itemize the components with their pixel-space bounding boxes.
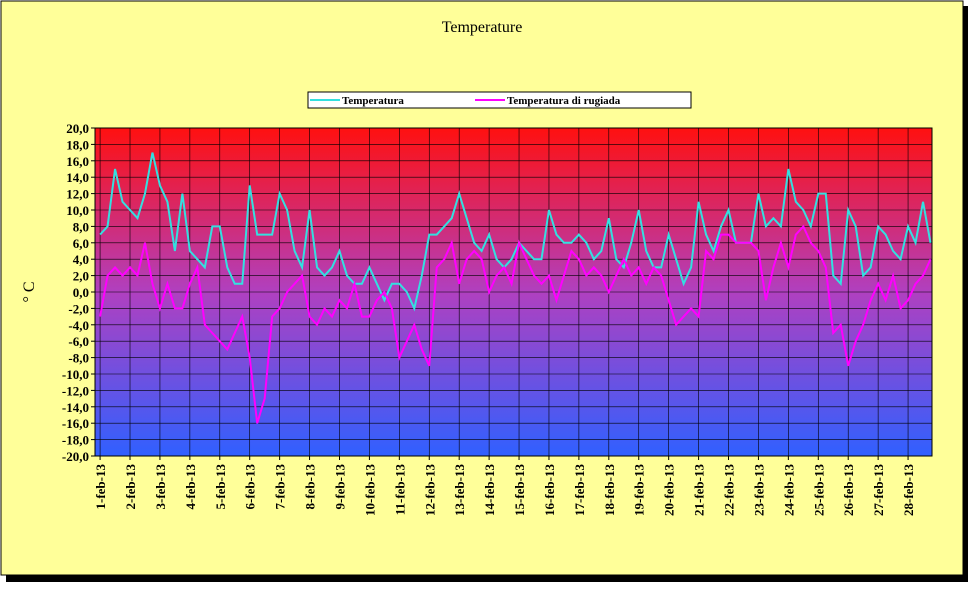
y-tick-label: -2,0 xyxy=(68,301,89,316)
x-tick-label: 11-feb-13 xyxy=(392,464,407,516)
plot-border xyxy=(94,127,933,457)
y-tick-label: -20,0 xyxy=(62,449,89,464)
x-tick-label: 28-feb-13 xyxy=(901,464,916,516)
x-tick-label: 16-feb-13 xyxy=(542,464,557,516)
x-tick-label: 17-feb-13 xyxy=(572,464,587,516)
x-tick-label: 27-feb-13 xyxy=(871,464,886,516)
y-tick-label: 12,0 xyxy=(66,187,89,202)
line xyxy=(99,152,932,312)
x-tick-label: 21-feb-13 xyxy=(692,464,707,516)
x-tick-label: 13-feb-13 xyxy=(452,464,467,516)
y-tick-label: 4,0 xyxy=(73,252,89,267)
y-tick-label: -16,0 xyxy=(62,416,89,431)
x-tick-label: 26-feb-13 xyxy=(841,464,856,516)
y-axis-label: ° C xyxy=(21,281,38,302)
x-tick-label: 1-feb-13 xyxy=(93,464,108,510)
legend-label: Temperatura xyxy=(342,95,404,107)
legend-label: Temperatura di rugiada xyxy=(507,95,621,107)
x-tick-label: 24-feb-13 xyxy=(781,464,796,516)
x-tick-label: 8-feb-13 xyxy=(303,464,318,510)
x-tick-label: 20-feb-13 xyxy=(662,464,677,516)
x-tick-label: 18-feb-13 xyxy=(602,464,617,516)
x-tick-label: 5-feb-13 xyxy=(213,464,228,510)
y-tick-label: 8,0 xyxy=(73,219,89,234)
x-tick-label: 4-feb-13 xyxy=(183,464,198,510)
y-tick-label: 10,0 xyxy=(66,203,89,218)
y-tick-label: 16,0 xyxy=(66,154,89,169)
y-tick-label: -18,0 xyxy=(62,433,89,448)
y-tick-label: 0,0 xyxy=(73,285,89,300)
y-tick-label: 20,0 xyxy=(66,121,89,136)
x-tick-label: 23-feb-13 xyxy=(751,464,766,516)
x-tick-label: 3-feb-13 xyxy=(153,464,168,510)
x-tick-label: 7-feb-13 xyxy=(273,464,288,510)
y-tick-label: -6,0 xyxy=(68,334,89,349)
x-tick-label: 6-feb-13 xyxy=(243,464,258,510)
x-tick-label: 10-feb-13 xyxy=(362,464,377,516)
x-tick-label: 15-feb-13 xyxy=(512,464,527,516)
x-tick-label: 14-feb-13 xyxy=(482,464,497,516)
x-tick-label: 9-feb-13 xyxy=(332,464,347,510)
x-tick-label: 12-feb-13 xyxy=(422,464,437,516)
y-tick-label: 18,0 xyxy=(66,137,89,152)
y-tick-label: -12,0 xyxy=(62,383,89,398)
y-tick-label: 2,0 xyxy=(73,269,89,284)
chart-title: Temperature xyxy=(442,19,523,36)
y-tick-label: -4,0 xyxy=(68,318,89,333)
y-tick-label: -10,0 xyxy=(62,367,89,382)
x-tick-label: 19-feb-13 xyxy=(632,464,647,516)
x-tick-label: 2-feb-13 xyxy=(123,464,138,510)
x-tick-label: 22-feb-13 xyxy=(722,464,737,516)
x-tick-label: 25-feb-13 xyxy=(811,464,826,516)
y-tick-label: -14,0 xyxy=(62,400,89,415)
y-tick-label: -8,0 xyxy=(68,351,89,366)
y-tick-label: 6,0 xyxy=(73,236,89,251)
line xyxy=(99,224,932,424)
y-tick-label: 14,0 xyxy=(66,170,89,185)
